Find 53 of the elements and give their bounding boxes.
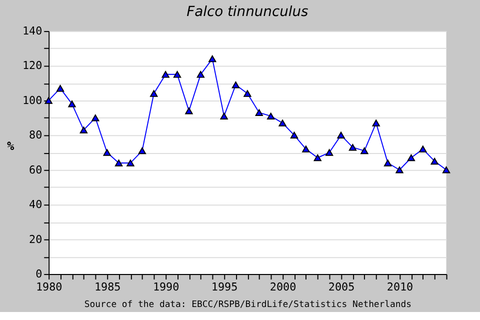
y-axis-title: %	[6, 139, 15, 154]
x-tick-label: 2000	[270, 280, 296, 294]
point	[419, 146, 427, 152]
point	[314, 154, 322, 162]
point	[196, 71, 204, 78]
point	[162, 71, 170, 78]
point	[103, 149, 111, 156]
x-tick-label: 1980	[36, 280, 62, 294]
point	[68, 100, 76, 108]
x-tick-label: 1990	[152, 280, 180, 294]
x-tick-label: 2010	[386, 280, 414, 294]
x-tick-label: 1995	[211, 280, 238, 294]
point	[185, 108, 193, 114]
point	[360, 147, 368, 154]
x-tick-label: 1985	[94, 280, 121, 294]
point	[56, 84, 64, 92]
point	[150, 90, 158, 97]
point	[372, 120, 380, 126]
point	[220, 112, 228, 120]
point	[278, 120, 286, 126]
point	[442, 166, 450, 174]
point	[173, 71, 182, 78]
y-tick-label: 40	[29, 198, 42, 212]
point	[244, 90, 252, 97]
point	[302, 146, 310, 152]
y-tick-label: 100	[22, 94, 42, 107]
y-tick-label: 140	[22, 24, 42, 38]
point	[92, 114, 100, 122]
point	[407, 154, 416, 162]
source-note: Source of the data: EBCC/RSPB/BirdLife/Statistics Netherlands	[84, 300, 412, 310]
point	[396, 166, 404, 174]
y-tick-label: 120	[22, 59, 42, 72]
point	[80, 126, 88, 134]
point	[290, 132, 298, 139]
x-tick-label: 2005	[328, 280, 355, 294]
point	[44, 97, 52, 104]
point	[232, 81, 240, 88]
point	[384, 160, 392, 166]
point	[348, 144, 357, 151]
y-tick-label: 0	[36, 267, 42, 280]
point	[255, 109, 263, 116]
point	[126, 160, 134, 166]
point	[208, 55, 216, 62]
point	[114, 160, 123, 166]
chart-title: Falco tinnunculus	[186, 4, 308, 20]
y-tick-label: 20	[29, 232, 42, 246]
point	[325, 149, 334, 156]
y-tick-label: 60	[29, 163, 42, 176]
point	[267, 112, 275, 120]
y-tick-label: 80	[29, 128, 42, 142]
point	[430, 158, 438, 165]
point	[337, 132, 345, 139]
point	[138, 147, 146, 154]
